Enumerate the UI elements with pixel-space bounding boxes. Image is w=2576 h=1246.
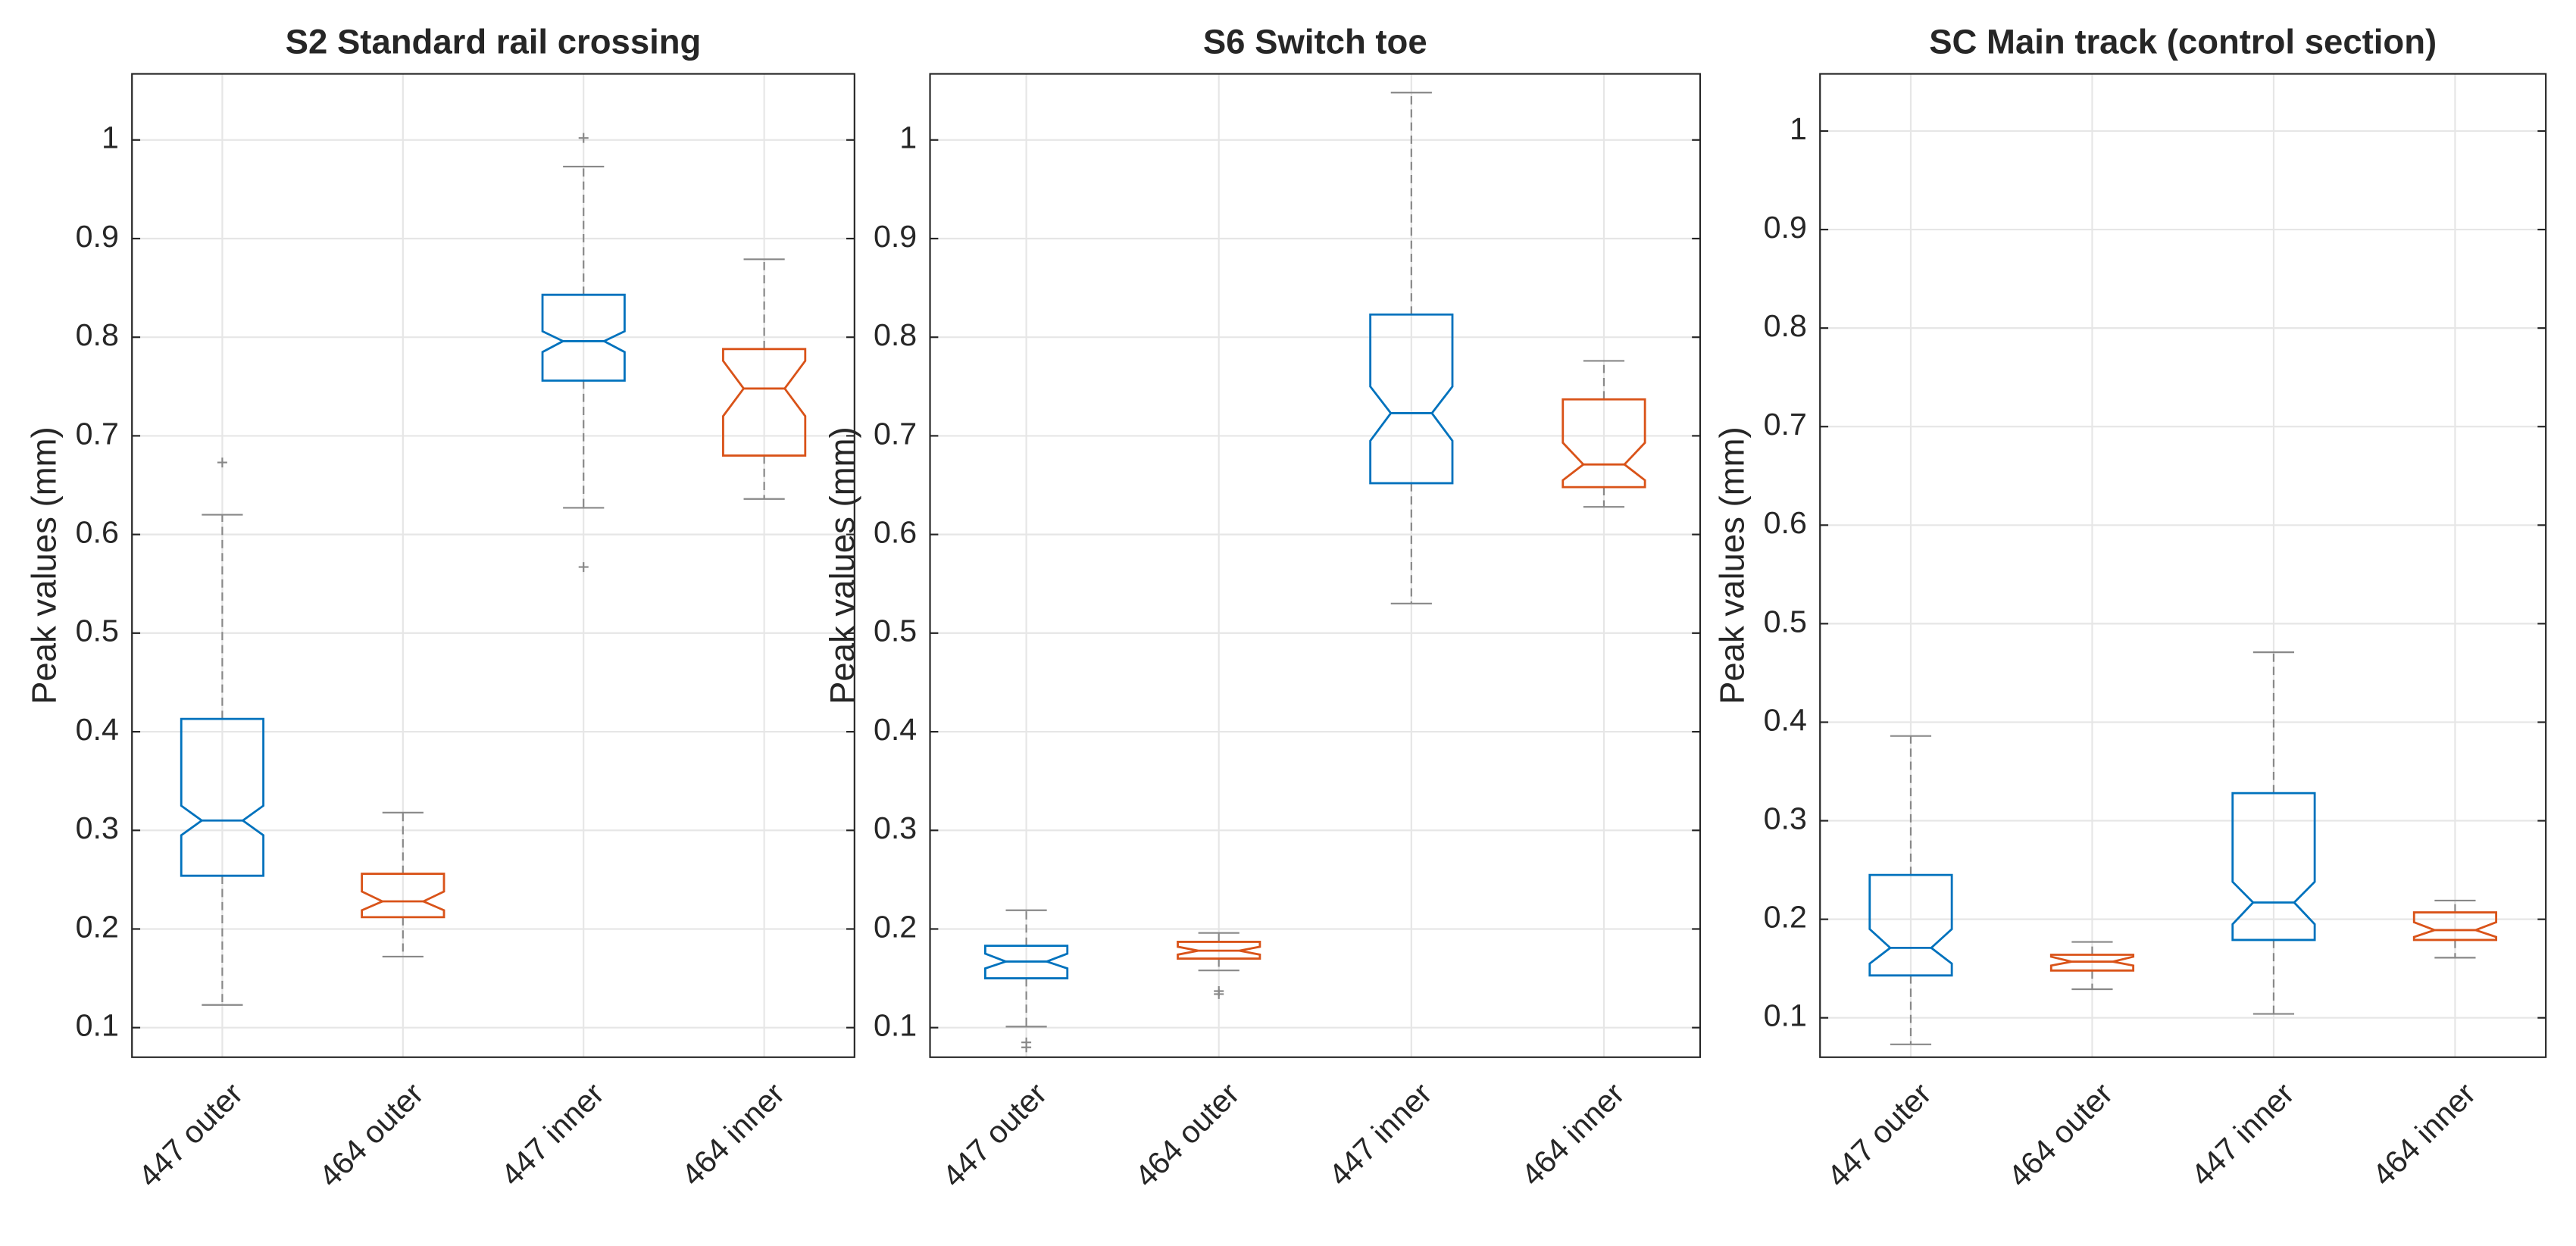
y-axis-label: Peak values (mm)	[25, 426, 64, 704]
chart-title: S6 Switch toe	[1203, 23, 1427, 61]
axes-box	[1819, 73, 2547, 1058]
x-tick-label: 464 outer	[2002, 1076, 2120, 1194]
y-tick-label: 0.1	[1764, 998, 1807, 1033]
box	[983, 945, 1069, 979]
x-tick-label: 447 outer	[1820, 1076, 1938, 1194]
y-tick-label: 0.6	[874, 515, 917, 550]
y-tick-label: 0.1	[76, 1008, 119, 1043]
y-tick-label: 1	[899, 120, 917, 155]
y-tick-label: 0.8	[1764, 308, 1807, 343]
box	[1177, 940, 1261, 960]
y-tick-label: 0.4	[76, 712, 119, 747]
y-tick-label: 0.5	[76, 614, 119, 648]
y-tick-label: 0.7	[76, 416, 119, 451]
y-tick-label: 0.6	[1764, 505, 1807, 540]
chart-title: SC Main track (control section)	[1929, 23, 2437, 61]
y-tick-label: 0.7	[874, 416, 917, 451]
box	[722, 348, 807, 457]
y-tick-label: 0.5	[874, 614, 917, 648]
x-tick-label: 464 inner	[674, 1076, 791, 1192]
y-tick-label: 0.2	[76, 909, 119, 944]
y-tick-label: 0.3	[874, 810, 917, 845]
outlier	[1021, 1042, 1032, 1053]
x-tick-label: 464 inner	[2365, 1076, 2482, 1192]
box	[361, 873, 445, 919]
y-tick-label: 0.6	[76, 515, 119, 550]
box	[2049, 954, 2135, 972]
y-axis-label: Peak values (mm)	[1713, 426, 1752, 704]
y-tick-label: 0.3	[76, 810, 119, 845]
y-tick-label: 0.9	[1764, 210, 1807, 245]
x-tick-label: 447 inner	[2184, 1076, 2301, 1192]
outlier	[578, 562, 589, 573]
y-tick-label: 0.5	[1764, 604, 1807, 639]
y-tick-label: 0.4	[874, 712, 917, 747]
x-tick-label: 447 outer	[132, 1076, 250, 1194]
y-tick-label: 1	[1790, 111, 1807, 146]
y-tick-label: 0.2	[874, 909, 917, 944]
x-tick-label: 464 outer	[312, 1076, 430, 1194]
outlier	[1214, 988, 1224, 999]
y-tick-label: 0.7	[1764, 407, 1807, 442]
x-tick-label: 464 outer	[1128, 1076, 1246, 1194]
box	[541, 293, 626, 382]
outlier	[578, 133, 589, 143]
outlier	[217, 457, 227, 468]
y-tick-label: 0.9	[76, 219, 119, 254]
x-tick-label: 447 inner	[494, 1076, 611, 1192]
y-tick-label: 0.9	[874, 219, 917, 254]
y-tick-label: 0.2	[1764, 900, 1807, 935]
box	[2231, 792, 2316, 942]
y-tick-label: 0.4	[1764, 702, 1807, 737]
box	[1868, 873, 1953, 977]
box	[2412, 911, 2498, 942]
x-tick-label: 464 inner	[1515, 1076, 1631, 1192]
y-tick-label: 0.8	[874, 317, 917, 352]
y-axis-label: Peak values (mm)	[823, 426, 861, 704]
y-tick-label: 0.1	[874, 1008, 917, 1043]
box	[1562, 398, 1646, 489]
chart-title: S2 Standard rail crossing	[286, 23, 702, 61]
axes-box	[929, 73, 1702, 1058]
y-tick-label: 1	[102, 120, 119, 155]
y-tick-label: 0.8	[76, 317, 119, 352]
box	[180, 717, 264, 877]
x-tick-label: 447 inner	[1322, 1076, 1439, 1192]
y-tick-label: 0.3	[1764, 801, 1807, 835]
box	[1369, 313, 1454, 485]
x-tick-label: 447 outer	[936, 1076, 1054, 1194]
axes-box	[131, 73, 855, 1058]
